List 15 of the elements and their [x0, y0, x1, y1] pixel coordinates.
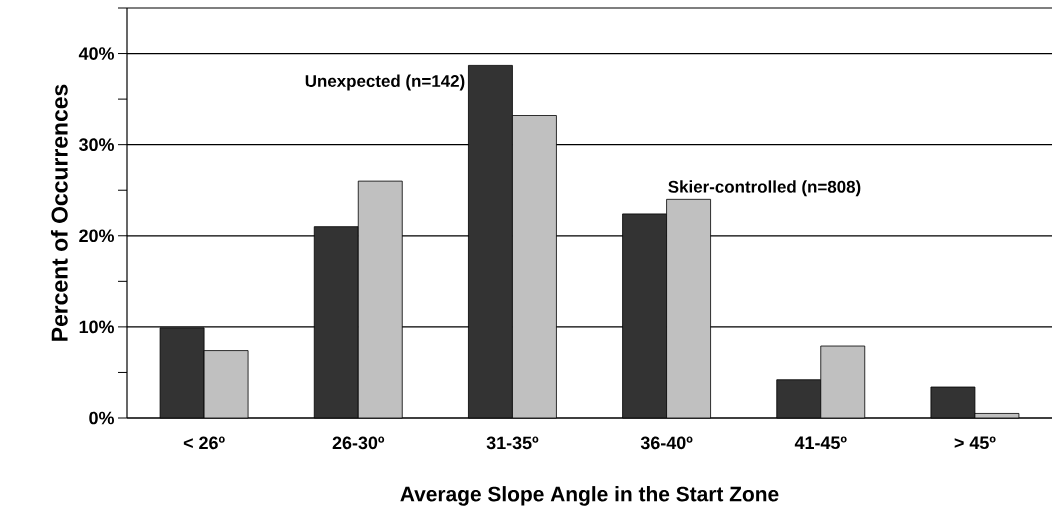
- x-tick-label: > 45º: [954, 436, 996, 450]
- x-tick-label: 41-45º: [794, 436, 847, 450]
- series-label: Skier-controlled (n=808): [668, 180, 861, 197]
- x-axis-title: Average Slope Angle in the Start Zone: [400, 486, 779, 506]
- x-tick-label: 36-40º: [640, 436, 693, 450]
- y-tick-label: 40%: [78, 47, 114, 60]
- y-axis-title: Percent of Occurrences: [50, 84, 68, 341]
- x-tick-label: 31-35º: [486, 436, 539, 450]
- y-tick-label: 10%: [79, 320, 114, 334]
- x-tick-label: < 26º: [183, 436, 225, 450]
- x-tick-label: 26-30º: [332, 436, 385, 450]
- y-tick-label: 30%: [78, 138, 114, 152]
- series-label: Unexpected (n=142): [305, 74, 465, 91]
- y-tick-label: 20%: [79, 229, 114, 243]
- y-tick-label: 0%: [89, 411, 114, 425]
